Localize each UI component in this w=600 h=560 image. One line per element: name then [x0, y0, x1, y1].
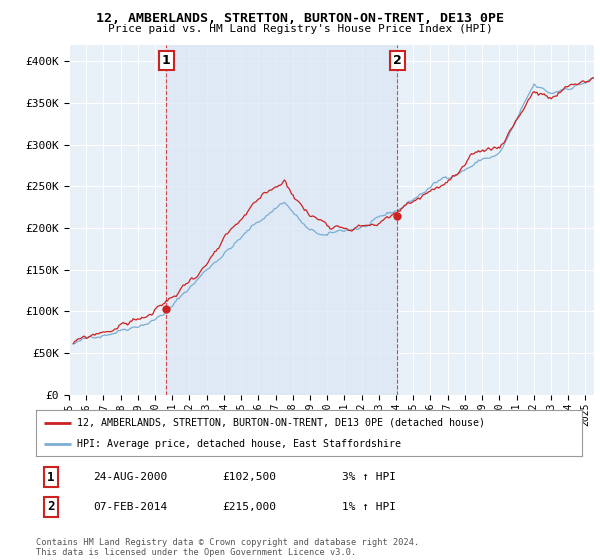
Text: 3% ↑ HPI: 3% ↑ HPI [342, 472, 396, 482]
Text: 12, AMBERLANDS, STRETTON, BURTON-ON-TRENT, DE13 0PE (detached house): 12, AMBERLANDS, STRETTON, BURTON-ON-TREN… [77, 418, 485, 428]
Text: Price paid vs. HM Land Registry's House Price Index (HPI): Price paid vs. HM Land Registry's House … [107, 24, 493, 34]
Text: 12, AMBERLANDS, STRETTON, BURTON-ON-TRENT, DE13 0PE: 12, AMBERLANDS, STRETTON, BURTON-ON-TREN… [96, 12, 504, 25]
Bar [166, 45, 397, 395]
Text: HPI: Average price, detached house, East Staffordshire: HPI: Average price, detached house, East… [77, 439, 401, 449]
Text: 07-FEB-2014: 07-FEB-2014 [93, 502, 167, 512]
Text: 2: 2 [393, 54, 402, 67]
Text: £102,500: £102,500 [222, 472, 276, 482]
Text: 1: 1 [162, 54, 170, 67]
Text: 24-AUG-2000: 24-AUG-2000 [93, 472, 167, 482]
Text: 1% ↑ HPI: 1% ↑ HPI [342, 502, 396, 512]
Text: Contains HM Land Registry data © Crown copyright and database right 2024.
This d: Contains HM Land Registry data © Crown c… [36, 538, 419, 557]
Text: 2: 2 [47, 500, 55, 514]
Text: 1: 1 [47, 470, 55, 484]
Text: £215,000: £215,000 [222, 502, 276, 512]
